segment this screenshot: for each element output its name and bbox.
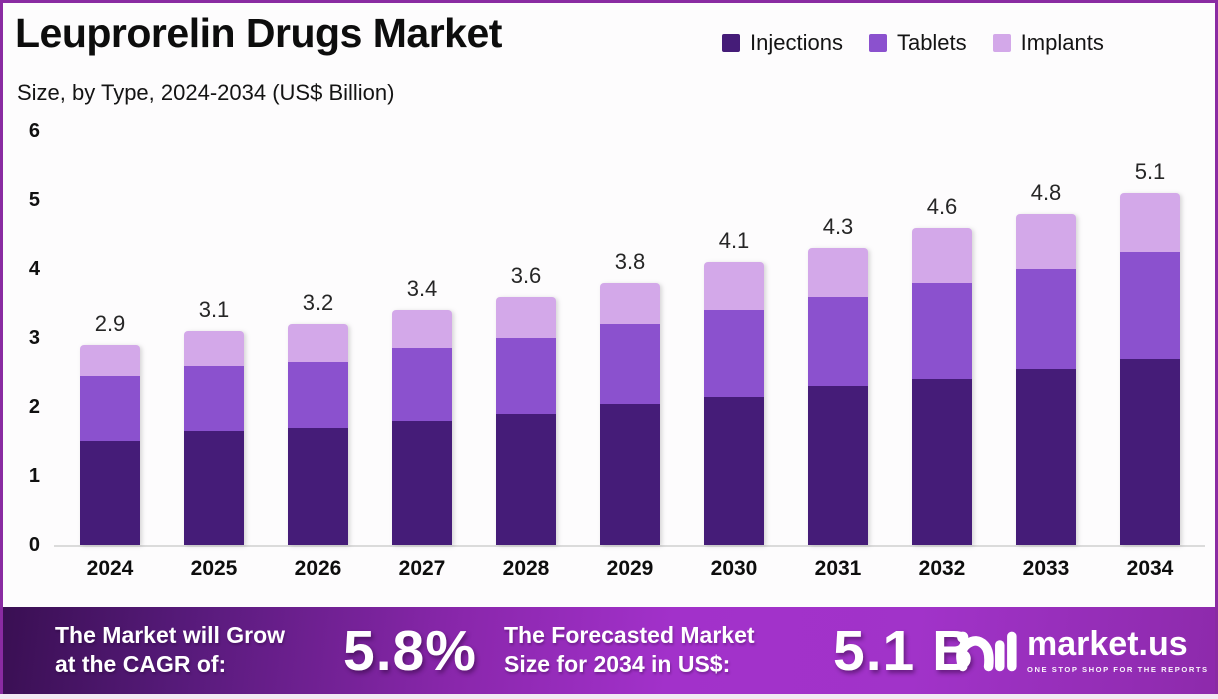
bar-segment-tablets-2024	[80, 375, 140, 442]
stacked-bar-2033	[1016, 213, 1076, 545]
legend-item-injections[interactable]: Injections	[722, 30, 843, 56]
bottom-banner: The Market will Grow at the CAGR of: 5.8…	[0, 607, 1218, 694]
bar-segment-implants-2031	[808, 248, 868, 297]
legend: Injections Tablets Implants	[722, 30, 1104, 56]
x-axis-line	[54, 545, 1205, 547]
stacked-bar-2025	[184, 331, 244, 545]
market-us-logo[interactable]: market.us ONE STOP SHOP FOR THE REPORTS	[955, 624, 1209, 678]
page-subtitle: Size, by Type, 2024-2034 (US$ Billion)	[17, 80, 395, 105]
stacked-bar-2026	[288, 324, 348, 545]
bar-segment-implants-2030	[704, 262, 764, 311]
stacked-bar-2027	[392, 310, 452, 545]
brand-name: market.us	[1027, 625, 1188, 663]
x-axis-label: 2026	[294, 557, 342, 580]
bar-segment-implants-2025	[184, 331, 244, 366]
brand-tagline: ONE STOP SHOP FOR THE REPORTS	[1027, 665, 1209, 674]
bar-value-label: 4.8	[1030, 179, 1062, 205]
bar-value-label: 3.8	[614, 248, 646, 274]
y-tick-label: 3	[28, 327, 40, 349]
brand-text: market.us ONE STOP SHOP FOR THE REPORTS	[1027, 627, 1209, 674]
y-tick-label: 1	[28, 465, 40, 487]
stacked-bar-2030	[704, 262, 764, 545]
x-axis-label: 2029	[606, 557, 654, 580]
forecast-label: The Forecasted Market Size for 2034 in U…	[504, 621, 755, 678]
bar-segment-injections-2025	[184, 431, 244, 545]
tablets-swatch-icon	[868, 34, 887, 52]
bar-segment-injections-2029	[600, 403, 660, 545]
bottom-strip	[0, 694, 1218, 699]
legend-label: Tablets	[896, 30, 967, 55]
x-axis-label: 2032	[918, 557, 966, 580]
x-axis-label: 2028	[502, 557, 550, 580]
y-tick-label: 5	[28, 189, 40, 211]
stacked-bar-2034	[1120, 193, 1180, 545]
x-axis-label: 2033	[1022, 557, 1070, 580]
bar-value-label: 3.4	[406, 276, 438, 302]
bar-value-label: 3.2	[302, 290, 334, 316]
bar-segment-tablets-2029	[600, 324, 660, 404]
forecast-value: 5.1 B	[833, 618, 975, 683]
bar-segment-tablets-2026	[288, 362, 348, 428]
stacked-bar-2029	[600, 282, 660, 545]
bar-value-label: 5.1	[1134, 159, 1166, 185]
legend-item-tablets[interactable]: Tablets	[868, 30, 967, 56]
stacked-bar-2031	[808, 248, 868, 545]
cagr-value: 5.8%	[343, 618, 477, 683]
x-axis-label: 2031	[814, 557, 862, 580]
x-axis-label: 2034	[1126, 557, 1174, 580]
bar-segment-tablets-2033	[1016, 268, 1076, 370]
bar-value-label: 4.3	[822, 214, 854, 240]
cagr-label: The Market will Grow at the CAGR of:	[55, 621, 286, 678]
bar-segment-injections-2026	[288, 427, 348, 545]
bar-segment-tablets-2028	[496, 337, 556, 414]
bar-segment-tablets-2032	[912, 282, 972, 380]
bar-segment-injections-2033	[1016, 369, 1076, 545]
legend-label: Implants	[1020, 30, 1104, 55]
x-axis-label: 2027	[398, 557, 446, 580]
bar-segment-implants-2034	[1120, 193, 1180, 252]
legend-label: Injections	[750, 30, 843, 55]
bar-segment-implants-2027	[392, 310, 452, 349]
stacked-bar-2028	[496, 296, 556, 545]
y-tick-label: 0	[28, 534, 40, 556]
bar-segment-tablets-2030	[704, 310, 764, 397]
bar-segment-implants-2024	[80, 344, 140, 376]
bar-segment-implants-2033	[1016, 213, 1076, 269]
bar-segment-injections-2034	[1120, 358, 1180, 545]
bar-value-label: 4.1	[718, 228, 750, 254]
page-title: Leuprorelin Drugs Market	[15, 10, 502, 56]
bar-segment-tablets-2027	[392, 348, 452, 421]
bar-segment-injections-2032	[912, 379, 972, 545]
y-tick-label: 4	[28, 258, 40, 280]
bar-segment-injections-2031	[808, 386, 868, 545]
injections-swatch-icon	[722, 34, 740, 52]
x-axis-label: 2030	[710, 557, 758, 580]
stacked-bar-2024	[80, 344, 140, 545]
x-axis-label: 2025	[190, 557, 238, 580]
bar-value-label: 2.9	[94, 310, 126, 336]
bar-segment-implants-2026	[288, 324, 348, 363]
bar-segment-tablets-2025	[184, 365, 244, 432]
bar-segment-tablets-2034	[1120, 251, 1180, 359]
bar-segment-injections-2027	[392, 420, 452, 545]
implants-swatch-icon	[992, 34, 1011, 52]
bar-segment-implants-2032	[912, 227, 972, 283]
bar-value-label: 3.1	[198, 297, 230, 323]
bar-value-label: 4.6	[926, 193, 958, 219]
y-tick-label: 6	[28, 120, 40, 142]
bar-segment-tablets-2031	[808, 296, 868, 387]
y-tick-label: 2	[28, 396, 40, 418]
market-us-logo-icon	[956, 631, 1017, 671]
legend-item-implants[interactable]: Implants	[992, 30, 1104, 56]
bar-segment-injections-2024	[80, 441, 140, 545]
bar-segment-injections-2028	[496, 413, 556, 545]
x-axis-label: 2024	[86, 557, 134, 580]
bar-segment-implants-2028	[496, 296, 556, 338]
bar-segment-implants-2029	[600, 282, 660, 325]
stacked-bar-2032	[912, 227, 972, 545]
bar-value-label: 3.6	[510, 262, 542, 288]
bar-segment-injections-2030	[704, 396, 764, 545]
